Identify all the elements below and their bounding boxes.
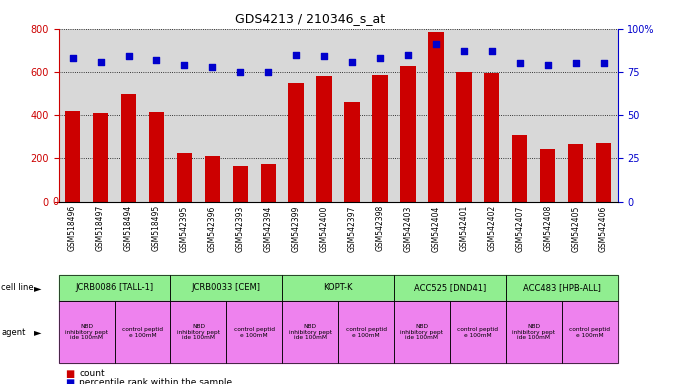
Point — [486, 48, 497, 54]
Point — [151, 57, 162, 63]
Text: GSM518495: GSM518495 — [152, 205, 161, 252]
Point — [95, 58, 106, 65]
Point — [514, 60, 525, 66]
Bar — [484, 73, 500, 202]
Point — [458, 48, 469, 54]
Point — [570, 60, 581, 66]
Text: 0: 0 — [52, 197, 59, 207]
Text: GSM542407: GSM542407 — [515, 205, 524, 252]
Bar — [121, 94, 136, 202]
Text: GSM542395: GSM542395 — [180, 205, 189, 252]
Text: ►: ► — [34, 327, 41, 337]
Bar — [344, 102, 359, 202]
Text: control peptid
e 100mM: control peptid e 100mM — [122, 327, 163, 338]
Text: control peptid
e 100mM: control peptid e 100mM — [346, 327, 386, 338]
Bar — [317, 76, 332, 202]
Bar — [373, 75, 388, 202]
Text: KOPT-K: KOPT-K — [324, 283, 353, 293]
Text: agent: agent — [1, 328, 26, 337]
Text: GSM542404: GSM542404 — [431, 205, 440, 252]
Bar — [233, 166, 248, 202]
Text: JCRB0033 [CEM]: JCRB0033 [CEM] — [192, 283, 261, 293]
Point — [290, 51, 302, 58]
Bar — [93, 113, 108, 202]
Bar — [568, 144, 583, 202]
Bar — [177, 153, 192, 202]
Text: ACC483 [HPB-ALL]: ACC483 [HPB-ALL] — [523, 283, 600, 293]
Text: GSM542394: GSM542394 — [264, 205, 273, 252]
Text: NBD
inhibitory pept
ide 100mM: NBD inhibitory pept ide 100mM — [177, 324, 220, 341]
Text: count: count — [79, 369, 105, 378]
Point — [67, 55, 78, 61]
Bar — [512, 135, 527, 202]
Text: GSM542399: GSM542399 — [292, 205, 301, 252]
Bar — [456, 72, 471, 202]
Text: ■: ■ — [66, 369, 75, 379]
Text: GDS4213 / 210346_s_at: GDS4213 / 210346_s_at — [235, 12, 385, 25]
Text: NBD
inhibitory pept
ide 100mM: NBD inhibitory pept ide 100mM — [65, 324, 108, 341]
Text: control peptid
e 100mM: control peptid e 100mM — [457, 327, 498, 338]
Point — [431, 41, 442, 47]
Text: GSM542401: GSM542401 — [460, 205, 469, 252]
Text: GSM542402: GSM542402 — [487, 205, 496, 252]
Text: GSM542396: GSM542396 — [208, 205, 217, 252]
Text: GSM542406: GSM542406 — [599, 205, 608, 252]
Text: JCRB0086 [TALL-1]: JCRB0086 [TALL-1] — [75, 283, 154, 293]
Bar — [596, 143, 611, 202]
Text: NBD
inhibitory pept
ide 100mM: NBD inhibitory pept ide 100mM — [288, 324, 332, 341]
Text: GSM542403: GSM542403 — [404, 205, 413, 252]
Text: NBD
inhibitory pept
ide 100mM: NBD inhibitory pept ide 100mM — [512, 324, 555, 341]
Point — [542, 62, 553, 68]
Bar — [261, 164, 276, 202]
Bar — [400, 66, 415, 202]
Point — [263, 69, 274, 75]
Text: control peptid
e 100mM: control peptid e 100mM — [234, 327, 275, 338]
Text: GSM542393: GSM542393 — [236, 205, 245, 252]
Bar — [288, 83, 304, 202]
Point — [402, 51, 413, 58]
Point — [179, 62, 190, 68]
Text: GSM542398: GSM542398 — [375, 205, 384, 252]
Bar — [428, 32, 444, 202]
Text: GSM542400: GSM542400 — [319, 205, 328, 252]
Point — [319, 53, 330, 60]
Text: NBD
inhibitory pept
ide 100mM: NBD inhibitory pept ide 100mM — [400, 324, 444, 341]
Bar — [149, 112, 164, 202]
Text: GSM518494: GSM518494 — [124, 205, 133, 252]
Text: GSM518496: GSM518496 — [68, 205, 77, 252]
Point — [346, 58, 357, 65]
Point — [375, 55, 386, 61]
Text: ■: ■ — [66, 378, 75, 384]
Text: ACC525 [DND41]: ACC525 [DND41] — [414, 283, 486, 293]
Text: GSM542397: GSM542397 — [348, 205, 357, 252]
Text: ►: ► — [34, 283, 41, 293]
Text: cell line: cell line — [1, 283, 34, 293]
Text: GSM542408: GSM542408 — [543, 205, 552, 252]
Point — [123, 53, 134, 60]
Point — [207, 64, 218, 70]
Text: percentile rank within the sample: percentile rank within the sample — [79, 378, 233, 384]
Point — [235, 69, 246, 75]
Bar — [205, 156, 220, 202]
Text: control peptid
e 100mM: control peptid e 100mM — [569, 327, 610, 338]
Text: GSM518497: GSM518497 — [96, 205, 105, 252]
Bar — [65, 111, 80, 202]
Point — [598, 60, 609, 66]
Bar — [540, 149, 555, 202]
Text: GSM542405: GSM542405 — [571, 205, 580, 252]
